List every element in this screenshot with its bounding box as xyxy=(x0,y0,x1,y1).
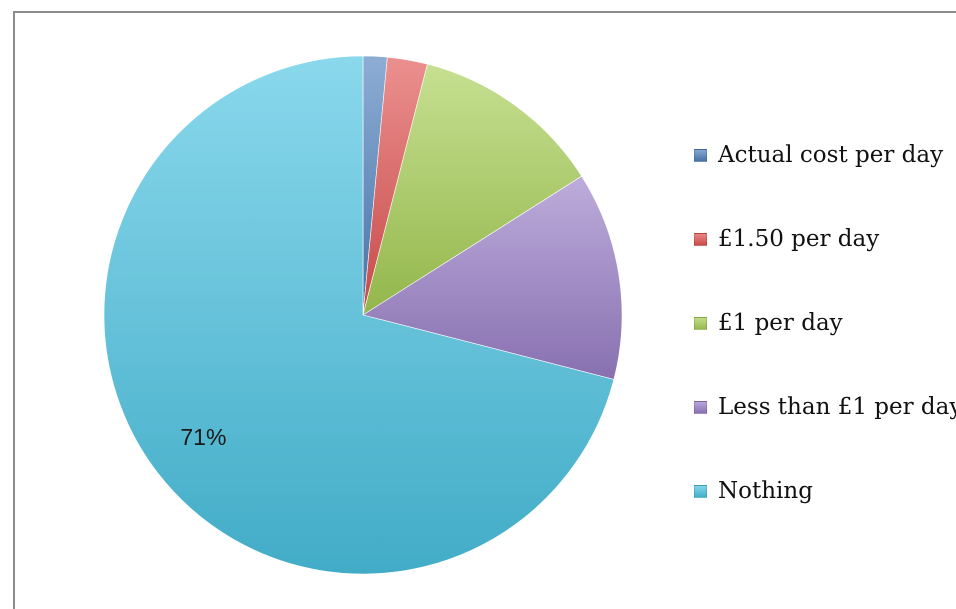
legend-label: Actual cost per day xyxy=(718,142,944,168)
pie-slice-1-per-day xyxy=(362,63,583,316)
legend-swatch xyxy=(694,233,707,246)
legend-swatch xyxy=(694,149,707,162)
pie-data-labels: 71% xyxy=(180,424,226,450)
legend-swatch xyxy=(694,317,707,330)
pie-slice-nothing xyxy=(103,55,615,575)
pie-slices xyxy=(103,55,623,575)
legend-swatch xyxy=(694,401,707,414)
legend-label: £1 per day xyxy=(718,310,843,336)
legend-label: Less than £1 per day xyxy=(718,394,956,420)
legend-label: Nothing xyxy=(718,478,813,504)
legend-swatch xyxy=(694,485,707,498)
legend-label: £1.50 per day xyxy=(718,226,880,252)
pie-slice-less-than-1-per-day xyxy=(362,175,623,380)
data-label: 71% xyxy=(180,424,226,450)
